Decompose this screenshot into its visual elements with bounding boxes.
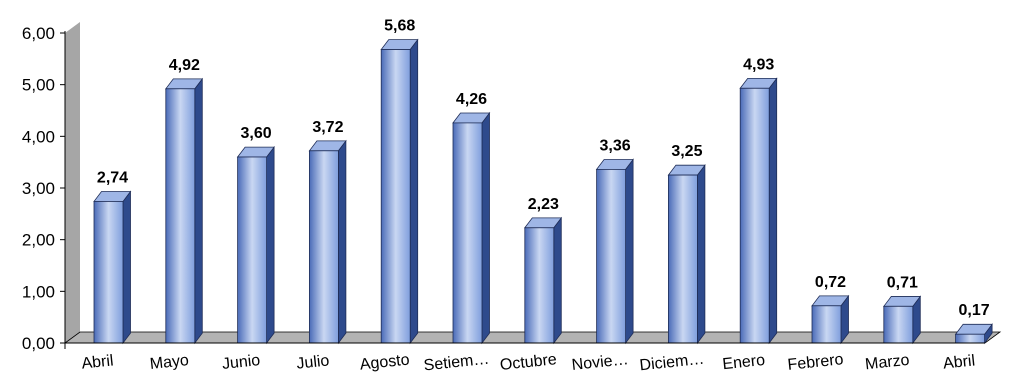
- bar-side-face: [553, 216, 562, 345]
- chart-back-wall: [65, 22, 80, 343]
- bar-side-face: [625, 158, 634, 345]
- x-tick-label: Setiem…: [423, 351, 490, 375]
- bar-front-face: [380, 49, 411, 344]
- bar-front-face: [308, 150, 339, 344]
- y-tick-label: 6,00: [22, 24, 55, 43]
- data-label: 3,60: [241, 125, 272, 142]
- x-tick-label: Novie…: [571, 351, 629, 374]
- x-tick-label: Junio: [221, 352, 261, 373]
- y-tick-label: 1,00: [22, 282, 55, 301]
- bar: [452, 111, 491, 345]
- bar: [811, 294, 850, 345]
- side-wall: [65, 22, 80, 343]
- bar-side-face: [194, 77, 203, 345]
- bar-side-face: [697, 163, 706, 345]
- x-tick-label: Mayo: [149, 352, 190, 373]
- y-axis: 0,00 1,00 2,00 3,00 4,00 5,00 6,00: [22, 24, 66, 353]
- x-tick-label: Febrero: [787, 351, 845, 374]
- data-labels: 2,74 4,92 3,60 3,72 5,68 4,26 2,23 3,36 3,25 4,93…: [97, 18, 990, 320]
- bar-series: [93, 38, 993, 345]
- bar: [667, 163, 706, 345]
- bar-front-face: [452, 122, 483, 344]
- bar: [93, 190, 132, 345]
- data-label: 2,74: [97, 169, 128, 186]
- x-tick-label: Agosto: [359, 351, 410, 373]
- data-label: 3,25: [671, 143, 702, 160]
- bar: [164, 77, 204, 345]
- x-tick-label: Abril: [81, 352, 115, 372]
- y-tick-label: 0,00: [22, 334, 55, 353]
- bar-front-face: [165, 88, 196, 344]
- bar-front-face: [668, 174, 698, 344]
- bar-side-face: [481, 111, 490, 345]
- bar-front-face: [739, 87, 770, 344]
- y-tick-label: 2,00: [22, 231, 55, 250]
- bar-front-face: [237, 156, 268, 344]
- data-label: 3,72: [312, 119, 343, 136]
- y-tick-label: 5,00: [22, 76, 55, 95]
- data-label: 0,17: [959, 302, 990, 319]
- x-tick-label: Julio: [296, 352, 331, 372]
- bar-side-face: [337, 139, 347, 345]
- bar-front-face: [883, 305, 914, 344]
- bar-side-face: [266, 145, 275, 345]
- bar-front-face: [524, 227, 555, 344]
- bar: [308, 139, 347, 345]
- bar-front-face: [955, 333, 985, 344]
- x-tick-label: Octubre: [499, 351, 557, 374]
- bar: [739, 77, 778, 345]
- bar: [236, 145, 275, 345]
- bar-front-face: [811, 305, 842, 344]
- x-tick-label: Marzo: [864, 352, 910, 374]
- data-label: 2,23: [528, 196, 559, 213]
- bar: [380, 38, 419, 345]
- data-label: 4,93: [743, 56, 774, 73]
- data-label: 0,71: [887, 274, 918, 291]
- data-label: 5,68: [384, 18, 415, 35]
- y-tick-label: 4,00: [22, 127, 55, 146]
- bar-front-face: [93, 201, 124, 344]
- x-axis: Abril Mayo Junio Julio Agosto Setiem… Octubre N…: [65, 342, 985, 375]
- bar: [954, 323, 993, 345]
- data-label: 4,26: [456, 91, 487, 108]
- data-label: 3,36: [600, 137, 631, 154]
- x-tick-label: Enero: [722, 352, 766, 373]
- bar: [595, 158, 634, 345]
- data-label: 0,72: [815, 274, 846, 291]
- bar-side-face: [122, 190, 131, 345]
- bar: [882, 295, 922, 345]
- x-tick-label: Diciem…: [639, 351, 705, 375]
- x-tick-label: Abril: [942, 352, 976, 372]
- bar-side-face: [409, 38, 419, 345]
- y-tick-label: 3,00: [22, 179, 55, 198]
- bar: [523, 216, 563, 345]
- bar-front-face: [596, 168, 626, 344]
- bar-side-face: [768, 77, 778, 345]
- data-label: 4,92: [169, 57, 200, 74]
